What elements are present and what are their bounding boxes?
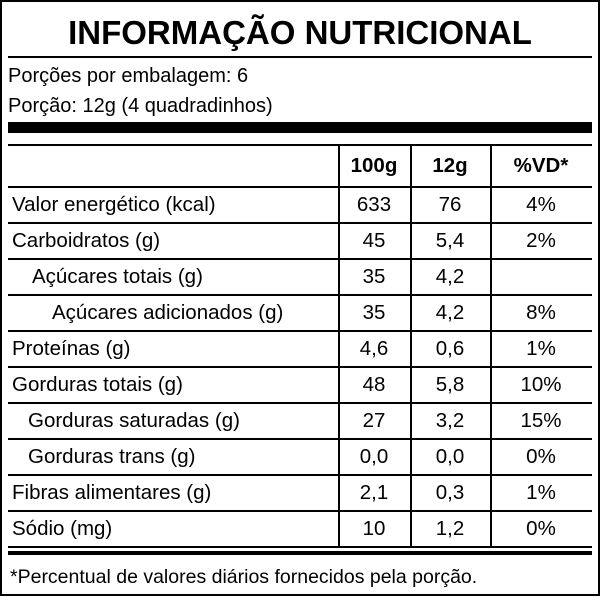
row-rule bbox=[8, 222, 592, 224]
nutrient-value: 633 bbox=[356, 193, 392, 216]
nutrient-value: 4,6 bbox=[359, 337, 389, 360]
nutrient-name: Gorduras saturadas (g) bbox=[28, 409, 240, 432]
nutrient-value: 2,1 bbox=[359, 481, 389, 504]
nutrient-value: 27 bbox=[362, 409, 386, 432]
nutrient-value: 0,6 bbox=[435, 337, 465, 360]
nutrient-value: 5,8 bbox=[435, 373, 465, 396]
nutrient-value: 35 bbox=[362, 301, 386, 324]
nutrient-value: 0,3 bbox=[435, 481, 465, 504]
nutrient-value: 2% bbox=[526, 229, 556, 252]
nutrient-value: 48 bbox=[362, 373, 386, 396]
thick-rule bbox=[8, 122, 592, 133]
nutrient-value: 1% bbox=[526, 481, 556, 504]
nutrient-value: 5,4 bbox=[435, 229, 465, 252]
row-rule bbox=[8, 144, 592, 146]
nutrient-name: Açúcares totais (g) bbox=[32, 265, 203, 288]
nutrient-value: 0,0 bbox=[435, 445, 465, 468]
title: INFORMAÇÃO NUTRICIONAL bbox=[68, 14, 532, 51]
nutrient-name: Açúcares adicionados (g) bbox=[52, 301, 284, 324]
nutrient-value: 1,2 bbox=[435, 517, 465, 540]
nutrient-value: 1% bbox=[526, 337, 556, 360]
nutrient-name: Carboidratos (g) bbox=[12, 229, 161, 252]
nutrient-name: Valor energético (kcal) bbox=[12, 193, 216, 216]
nutrient-value: 4,2 bbox=[435, 301, 465, 324]
footnote: *Percentual de valores diários fornecido… bbox=[10, 566, 478, 588]
row-rule bbox=[8, 366, 592, 368]
row-rule bbox=[8, 294, 592, 296]
row-rule bbox=[8, 258, 592, 260]
nutrient-value: 76 bbox=[438, 193, 462, 216]
row-rule bbox=[8, 474, 592, 476]
rule bbox=[8, 56, 592, 58]
row-rule bbox=[8, 330, 592, 332]
nutrient-value: 0,0 bbox=[359, 445, 389, 468]
row-rule bbox=[8, 186, 592, 188]
row-rule bbox=[8, 438, 592, 440]
column-header: 100g bbox=[350, 154, 398, 177]
row-rule bbox=[8, 510, 592, 512]
serving-line: Porções por embalagem: 6 bbox=[8, 65, 249, 87]
nutrient-value: 8% bbox=[526, 301, 556, 324]
column-header: %VD* bbox=[513, 154, 569, 177]
nutrient-value: 15% bbox=[520, 409, 562, 432]
col-rule bbox=[490, 144, 492, 546]
nutrient-value: 10 bbox=[362, 517, 386, 540]
nutrient-value: 3,2 bbox=[435, 409, 465, 432]
nutrient-value: 35 bbox=[362, 265, 386, 288]
col-rule bbox=[410, 144, 412, 546]
nutrient-value: 10% bbox=[520, 373, 562, 396]
row-rule bbox=[8, 402, 592, 404]
nutrient-value: 0% bbox=[526, 445, 556, 468]
nutrient-value: 4,2 bbox=[435, 265, 465, 288]
nutrient-value: 4% bbox=[526, 193, 556, 216]
serving-line: Porção: 12g (4 quadradinhos) bbox=[8, 95, 273, 117]
nutrient-name: Proteínas (g) bbox=[12, 337, 131, 360]
nutrient-value: 45 bbox=[362, 229, 386, 252]
nutrient-name: Gorduras totais (g) bbox=[12, 373, 183, 396]
nutrient-name: Fibras alimentares (g) bbox=[12, 481, 212, 504]
col-rule bbox=[338, 144, 340, 546]
nutrient-value: 0% bbox=[526, 517, 556, 540]
nutrient-name: Gorduras trans (g) bbox=[28, 445, 196, 468]
nutrient-name: Sódio (mg) bbox=[12, 517, 113, 540]
row-rule bbox=[8, 546, 592, 548]
column-header: 12g bbox=[432, 154, 468, 177]
thick-rule bbox=[8, 551, 592, 555]
